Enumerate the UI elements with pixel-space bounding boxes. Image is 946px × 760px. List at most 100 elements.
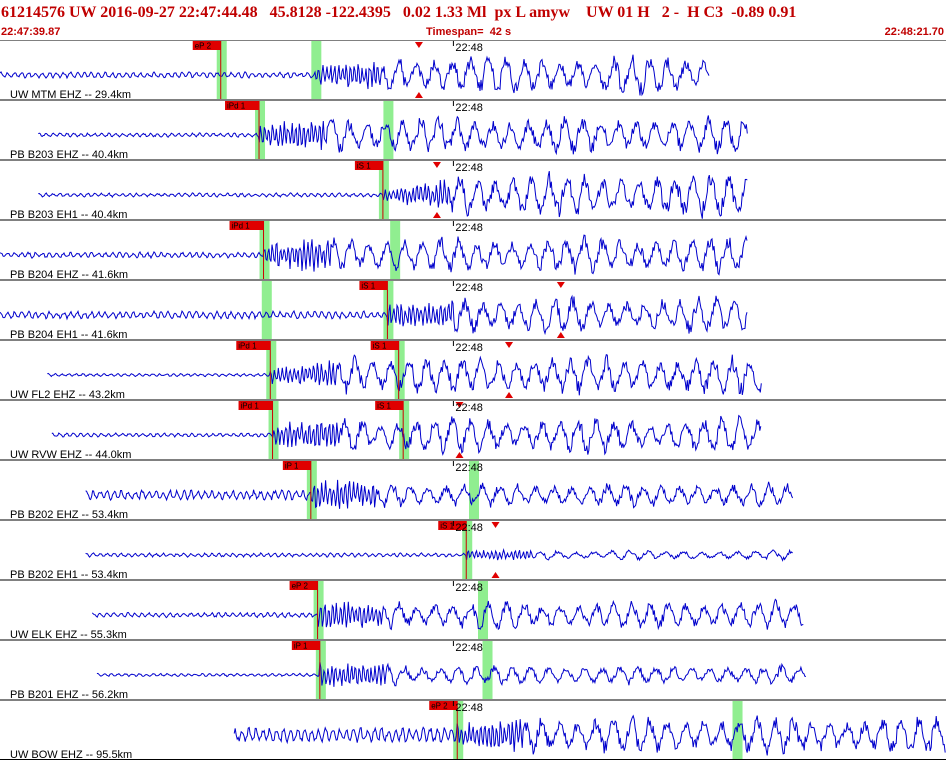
- depth: 0.02: [402, 4, 431, 21]
- waveform-trace: [233, 714, 946, 756]
- event-summary-line: 61214576 UW 2016-09-27 22:47:44.48 45.81…: [1, 4, 796, 22]
- analysis-window: [268, 401, 279, 459]
- station-label: UW RVW EHZ -- 44.0km: [10, 449, 131, 461]
- minute-label: 22:48: [455, 462, 483, 474]
- pick-label: eP 2: [195, 42, 212, 51]
- minute-label: 22:48: [455, 42, 483, 54]
- source-code: UW 01: [586, 4, 634, 21]
- event-type: px: [494, 4, 512, 21]
- marker-up-icon: [432, 212, 441, 218]
- analysis-window: [482, 641, 493, 699]
- analysis-window: [306, 461, 317, 519]
- station-label: UW BOW EHZ -- 95.5km: [10, 749, 132, 760]
- station-label: PB B202 EHZ -- 53.4km: [10, 509, 128, 521]
- pick-tag: [236, 341, 271, 350]
- pick-tag: [370, 341, 399, 350]
- pick-tag: [438, 521, 467, 530]
- pick-tag: [359, 281, 388, 290]
- minute-label: 22:48: [455, 162, 483, 174]
- station-label: UW MTM EHZ -- 29.4km: [10, 89, 131, 101]
- pick-tag: [225, 101, 260, 110]
- analysis-window: [399, 401, 410, 459]
- minute-label: 22:48: [455, 642, 483, 654]
- station-label: PB B203 EHZ -- 40.4km: [10, 149, 128, 161]
- latitude: 45.8128: [269, 4, 322, 21]
- station-label: UW FL2 EHZ -- 43.2km: [10, 389, 125, 401]
- timespan-label: Timespan= 42 s: [426, 26, 511, 38]
- network: UW: [69, 4, 97, 21]
- pick-label: iP 1: [294, 642, 308, 651]
- pick-tag: [192, 41, 221, 50]
- pick-tag: [229, 221, 264, 230]
- longitude: -122.4395: [325, 4, 391, 21]
- station-label: PB B203 EH1 -- 40.4km: [10, 209, 127, 221]
- pick-tag: [429, 701, 458, 710]
- station-label: PB B201 EHZ -- 56.2km: [10, 689, 128, 701]
- analysis-window: [383, 101, 394, 159]
- pick-tag: [291, 641, 320, 650]
- pick-label: iS 1: [373, 342, 387, 351]
- waveform-trace: [38, 115, 748, 156]
- waveform-trace: [85, 548, 793, 562]
- timespan-text: Timespan=: [426, 26, 490, 38]
- start-time: 22:47:39.87: [1, 26, 61, 38]
- value-2: 0.91: [768, 4, 797, 21]
- waveform-trace: [51, 414, 762, 456]
- magnitude: 1.33 Ml: [434, 4, 487, 21]
- marker-down-icon: [556, 282, 565, 288]
- pick-label: iP 1: [285, 462, 299, 471]
- minute-label: 22:48: [455, 522, 483, 534]
- pick-tag: [354, 161, 383, 170]
- minute-label: 22:48: [455, 702, 483, 714]
- timespan-value: 42 s: [489, 26, 512, 38]
- minute-label: 22:48: [455, 402, 483, 414]
- minute-label: 22:48: [455, 102, 483, 114]
- analysis-window: [313, 581, 324, 639]
- pick-label: iS 1: [377, 402, 391, 411]
- waveform-trace: [96, 662, 806, 687]
- station-label: PB B202 EH1 -- 53.4km: [10, 569, 127, 581]
- header-bar: 61214576 UW 2016-09-27 22:47:44.48 45.81…: [0, 0, 946, 40]
- pick-label: iPd 1: [238, 342, 257, 351]
- analysis-window: [469, 461, 479, 519]
- analysis-window: [383, 281, 394, 339]
- analysis-window: [394, 341, 405, 399]
- flag: -: [673, 4, 680, 21]
- marker-down-icon: [432, 162, 441, 168]
- pick-label: iPd 1: [227, 102, 246, 111]
- waveform-trace: [38, 170, 748, 219]
- pick-label: iPd 1: [241, 402, 260, 411]
- marker-up-icon: [556, 332, 565, 338]
- end-time: 22:48:21.70: [884, 26, 944, 38]
- count: 2: [661, 4, 670, 21]
- waveform-trace: [0, 294, 748, 336]
- pick-label: eP 2: [292, 582, 309, 591]
- marker-down-icon: [505, 342, 514, 348]
- analysis-window: [266, 341, 277, 399]
- waveform-trace: [0, 234, 748, 276]
- pick-tag: [289, 581, 318, 590]
- marker-down-icon: [491, 522, 500, 528]
- quality-code: H: [637, 4, 650, 21]
- seismogram-panels: eP 2 22:48 UW MTM EHZ -- 29.4km iPd 1 22:48 P…: [0, 40, 946, 760]
- pick-tag: [375, 401, 404, 410]
- station-label: PB B204 EHZ -- 41.6km: [10, 269, 128, 281]
- marker-up-icon: [414, 92, 423, 98]
- value-1: -0.89: [731, 4, 765, 21]
- analysis-window: [311, 41, 322, 99]
- minute-label: 22:48: [455, 342, 483, 354]
- event-id: 61214576: [1, 4, 65, 21]
- hq-code: H C3: [687, 4, 724, 21]
- marker-down-icon: [455, 402, 464, 408]
- marker-up-icon: [455, 452, 464, 458]
- marker-up-icon: [505, 392, 514, 398]
- waveform-trace: [85, 479, 794, 509]
- minute-label: 22:48: [455, 222, 483, 234]
- pick-label: iS 1: [440, 522, 454, 531]
- waveform-trace: [0, 54, 710, 97]
- waveform-trace: [47, 354, 762, 396]
- station-label: PB B204 EH1 -- 41.6km: [10, 329, 127, 341]
- analysis-window: [478, 581, 489, 639]
- origin-datetime: 2016-09-27 22:47:44.48: [100, 4, 258, 21]
- analysis-window: [378, 161, 389, 219]
